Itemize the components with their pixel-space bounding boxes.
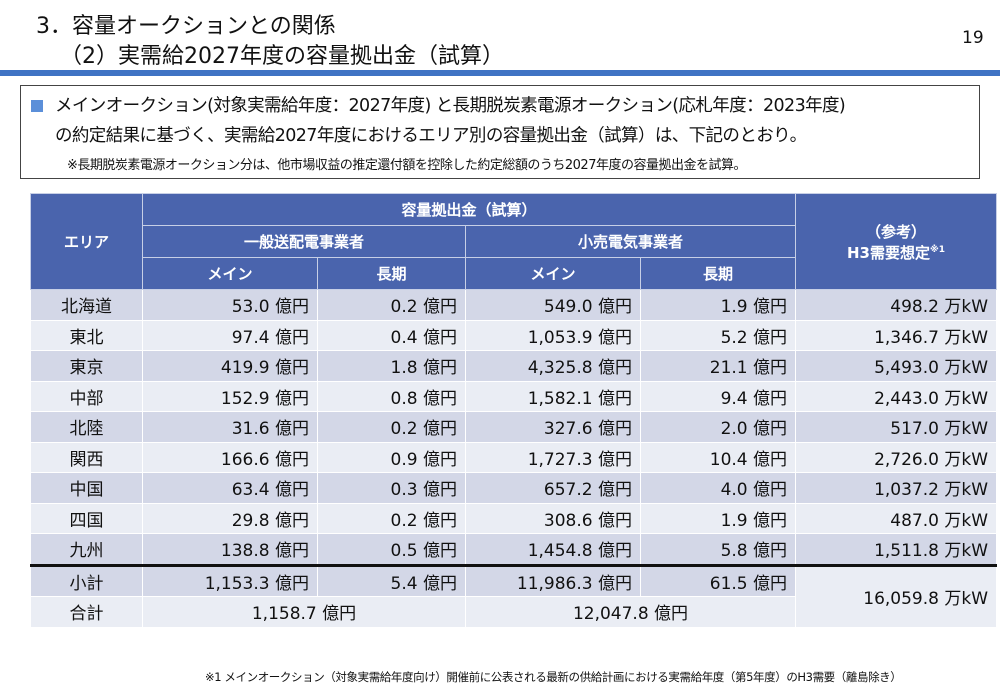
header-h3-note: ※1 xyxy=(930,244,946,255)
area-name: 四国 xyxy=(30,502,143,534)
bullet-square-icon xyxy=(31,100,43,112)
title-divider xyxy=(0,70,1000,76)
area-name: 東京 xyxy=(30,350,143,382)
cell: 63.4 億円 xyxy=(142,472,318,504)
cell: 166.6 億円 xyxy=(142,441,318,473)
footnote: ※1 メインオークション（対象実需給年度向け）開催前に公表される最新の供給計画に… xyxy=(205,670,902,684)
cell: 29.8 億円 xyxy=(142,502,318,534)
cell: 2,443.0 万kW xyxy=(795,380,998,412)
cell: 152.9 億円 xyxy=(142,380,318,412)
cell: 合計 xyxy=(30,596,143,628)
area-name: 関西 xyxy=(30,441,143,473)
summary-box: メインオークション(対象実需給年度：2027年度) と長期脱炭素電源オークション… xyxy=(20,85,980,179)
table-row: 四国 29.8 億円 0.2 億円 308.6 億円 1.9 億円 487.0 万kW xyxy=(30,502,998,534)
header-contribution: 容量拠出金（試算） xyxy=(141,193,797,226)
table-row: 中国 63.4 億円 0.3 億円 657.2 億円 4.0 億円 1,037.2 万kW xyxy=(30,472,998,504)
cell: 2,726.0 万kW xyxy=(795,441,998,473)
header-area: エリア xyxy=(30,193,143,290)
cell: 327.6 億円 xyxy=(465,411,641,443)
cell: 5,493.0 万kW xyxy=(795,350,998,382)
header-tso: 一般送配電事業者 xyxy=(142,225,466,258)
cell: 1,053.9 億円 xyxy=(465,319,641,351)
cell: 5.4 億円 xyxy=(317,563,466,597)
area-name: 中国 xyxy=(30,472,143,504)
cell: 0.3 億円 xyxy=(317,472,466,504)
table-row: 北海道 53.0 億円 0.2 億円 549.0 億円 1.9 億円 498.2 万kW xyxy=(30,289,998,321)
header-tso-main: メイン xyxy=(142,257,318,290)
header-ref: （参考） xyxy=(866,222,927,241)
header-retail-main: メイン xyxy=(465,257,641,290)
cell: 小計 xyxy=(30,563,143,597)
cell: 1,153.3 億円 xyxy=(142,563,318,597)
subtotal-row: 小計 1,153.3 億円 5.4 億円 11,986.3 億円 61.5 億円… xyxy=(30,563,998,628)
cell: 1.8 億円 xyxy=(317,350,466,382)
cell: 498.2 万kW xyxy=(795,289,998,321)
table-row: 関西 166.6 億円 0.9 億円 1,727.3 億円 10.4 億円 2,726.0… xyxy=(30,441,998,473)
cell: 10.4 億円 xyxy=(639,441,797,473)
area-name: 九州 xyxy=(30,533,143,566)
area-name: 北海道 xyxy=(30,289,143,321)
cell: 1,158.7 億円 xyxy=(142,596,466,628)
summary-line-2: の約定結果に基づく、実需給2027年度におけるエリア別の容量拠出金（試算）は、下… xyxy=(55,126,807,146)
cell: 12,047.8 億円 xyxy=(464,596,797,628)
area-name: 北陸 xyxy=(30,411,143,443)
cell: 1,727.3 億円 xyxy=(465,441,641,473)
cell: 1.9 億円 xyxy=(639,502,797,534)
cell: 419.9 億円 xyxy=(142,350,318,382)
cell: 5.2 億円 xyxy=(639,319,797,351)
table-row: 中部 152.9 億円 0.8 億円 1,582.1 億円 9.4 億円 2,443.0 … xyxy=(30,380,998,412)
header-retail-long: 長期 xyxy=(639,257,797,290)
cell: 1.9 億円 xyxy=(639,289,797,321)
table-row: 東北 97.4 億円 0.4 億円 1,053.9 億円 5.2 億円 1,346.7 万… xyxy=(30,319,998,351)
header-retail: 小売電気事業者 xyxy=(464,225,797,258)
cell: 11,986.3 億円 xyxy=(465,563,641,597)
cell: 487.0 万kW xyxy=(795,502,998,534)
cell: 0.5 億円 xyxy=(317,533,466,566)
cell: 549.0 億円 xyxy=(465,289,641,321)
cell: 1,037.2 万kW xyxy=(795,472,998,504)
cell: 97.4 億円 xyxy=(142,319,318,351)
table-row: 九州 138.8 億円 0.5 億円 1,454.8 億円 5.8 億円 1,511.8 … xyxy=(30,533,998,566)
table-row: 北陸 31.6 億円 0.2 億円 327.6 億円 2.0 億円 517.0 万kW xyxy=(30,411,998,443)
cell: 53.0 億円 xyxy=(142,289,318,321)
cell: 61.5 億円 xyxy=(639,563,797,597)
cell: 4,325.8 億円 xyxy=(465,350,641,382)
page-number: 19 xyxy=(962,28,984,48)
cell: 517.0 万kW xyxy=(795,411,998,443)
cell: 31.6 億円 xyxy=(142,411,318,443)
cell: 9.4 億円 xyxy=(639,380,797,412)
header-tso-long: 長期 xyxy=(317,257,466,290)
cell: 5.8 億円 xyxy=(639,533,797,566)
cell: 1,346.7 万kW xyxy=(795,319,998,351)
cell: 0.2 億円 xyxy=(317,289,466,321)
header-h3: （参考） H3需要想定※1 xyxy=(795,193,998,290)
cell: 138.8 億円 xyxy=(142,533,318,566)
cell: 0.9 億円 xyxy=(317,441,466,473)
cell: 0.2 億円 xyxy=(317,502,466,534)
cell: 0.8 億円 xyxy=(317,380,466,412)
section-title: 3．容量オークションとの関係 xyxy=(36,14,336,39)
cell: 1,511.8 万kW xyxy=(795,533,998,566)
cell: 0.4 億円 xyxy=(317,319,466,351)
cell: 657.2 億円 xyxy=(465,472,641,504)
summary-line-1: メインオークション(対象実需給年度：2027年度) と長期脱炭素電源オークション… xyxy=(55,96,846,116)
cell: 1,582.1 億円 xyxy=(465,380,641,412)
summary-note: ※長期脱炭素電源オークション分は、他市場収益の推定還付額を控除した約定総額のうち… xyxy=(67,158,746,173)
page-title: （2）実需給2027年度の容量拠出金（試算） xyxy=(60,44,504,69)
area-name: 中部 xyxy=(30,380,143,412)
cell: 0.2 億円 xyxy=(317,411,466,443)
capacity-contribution-table: エリア 容量拠出金（試算） （参考） H3需要想定※1 一般送配電事業者 小売電気… xyxy=(30,193,998,628)
total-row: 合計 1,158.7 億円 12,047.8 億円 xyxy=(30,596,997,628)
header-h3-label: H3需要想定 xyxy=(847,243,930,262)
cell: 4.0 億円 xyxy=(639,472,797,504)
cell: 308.6 億円 xyxy=(465,502,641,534)
cell: 1,454.8 億円 xyxy=(465,533,641,566)
cell: 21.1 億円 xyxy=(639,350,797,382)
area-name: 東北 xyxy=(30,319,143,351)
cell: 2.0 億円 xyxy=(639,411,797,443)
h3-total: 16,059.8 万kW xyxy=(795,563,998,628)
table-row: 東京 419.9 億円 1.8 億円 4,325.8 億円 21.1 億円 5,493.0… xyxy=(30,350,998,382)
